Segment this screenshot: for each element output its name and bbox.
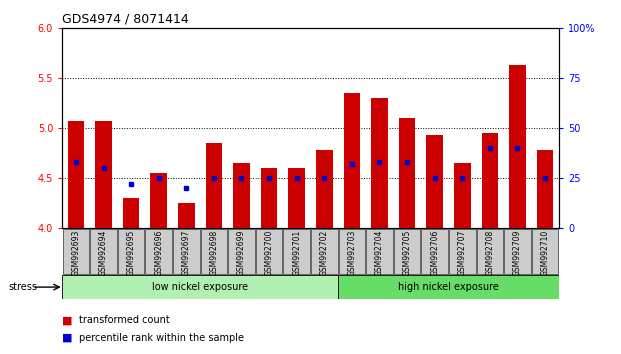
FancyBboxPatch shape [338,229,365,274]
Text: GSM992701: GSM992701 [292,230,301,276]
FancyBboxPatch shape [90,229,117,274]
FancyBboxPatch shape [62,275,338,299]
Text: percentile rank within the sample: percentile rank within the sample [79,333,245,343]
Bar [233,163,250,228]
FancyBboxPatch shape [476,229,503,274]
Text: stress: stress [8,282,37,292]
FancyBboxPatch shape [394,229,420,274]
Text: GSM992700: GSM992700 [265,230,274,276]
Bar [509,65,526,228]
Bar [288,169,305,228]
Text: GSM992704: GSM992704 [375,230,384,276]
Text: GSM992699: GSM992699 [237,230,246,276]
Bar [150,173,167,228]
FancyBboxPatch shape [63,229,89,274]
Bar [537,150,553,228]
Text: GSM992703: GSM992703 [347,230,356,276]
Text: ■: ■ [62,333,73,343]
FancyBboxPatch shape [256,229,283,274]
Text: GSM992695: GSM992695 [127,230,135,276]
Text: GSM992693: GSM992693 [71,230,80,276]
Text: GSM992697: GSM992697 [182,230,191,276]
FancyBboxPatch shape [366,229,393,274]
FancyBboxPatch shape [201,229,227,274]
Text: GSM992696: GSM992696 [154,230,163,276]
FancyBboxPatch shape [504,229,531,274]
Text: GSM992706: GSM992706 [430,230,439,276]
FancyBboxPatch shape [449,229,476,274]
FancyBboxPatch shape [422,229,448,274]
Text: GDS4974 / 8071414: GDS4974 / 8071414 [62,12,189,25]
Bar [95,121,112,228]
Bar [343,93,360,228]
Bar [399,118,415,228]
FancyBboxPatch shape [532,229,558,274]
Text: GSM992710: GSM992710 [541,230,550,276]
Text: low nickel exposure: low nickel exposure [152,282,248,292]
Text: GSM992698: GSM992698 [209,230,219,276]
FancyBboxPatch shape [228,229,255,274]
Bar [482,133,498,228]
Text: high nickel exposure: high nickel exposure [398,282,499,292]
Bar [261,169,278,228]
Text: GSM992709: GSM992709 [513,230,522,276]
Text: GSM992694: GSM992694 [99,230,108,276]
Text: GSM992707: GSM992707 [458,230,467,276]
FancyBboxPatch shape [145,229,172,274]
Text: GSM992705: GSM992705 [402,230,412,276]
Bar [454,163,471,228]
Text: transformed count: transformed count [79,315,170,325]
Bar [206,143,222,228]
Text: ■: ■ [62,315,73,325]
Bar [178,203,194,228]
FancyBboxPatch shape [173,229,199,274]
Bar [427,135,443,228]
FancyBboxPatch shape [118,229,145,274]
Text: GSM992702: GSM992702 [320,230,329,276]
FancyBboxPatch shape [338,275,559,299]
FancyBboxPatch shape [283,229,310,274]
Bar [123,198,139,228]
Bar [371,98,388,228]
Text: GSM992708: GSM992708 [486,230,494,276]
FancyBboxPatch shape [311,229,338,274]
Bar [316,150,333,228]
Bar [68,121,84,228]
